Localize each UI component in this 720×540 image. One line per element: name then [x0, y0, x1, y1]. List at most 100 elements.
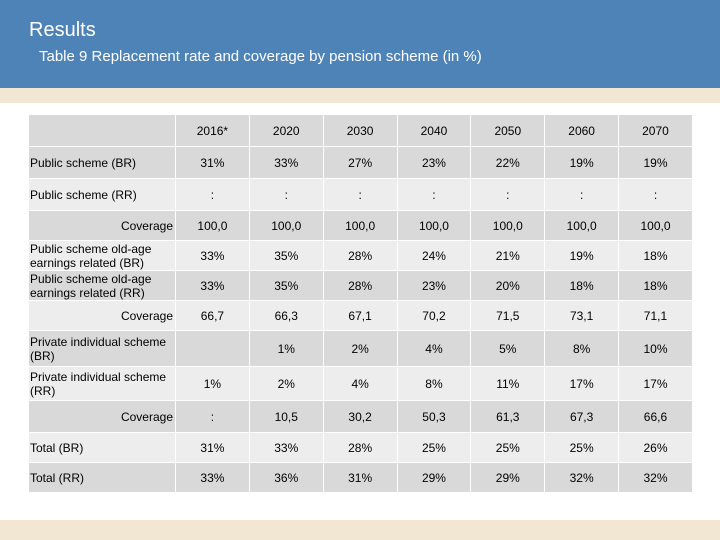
table-cell: 17% — [618, 366, 693, 401]
table-cell: 23% — [396, 146, 472, 179]
col-header-2060: 2060 — [544, 114, 620, 147]
table-cell: 50,3 — [396, 400, 472, 433]
row-label: Private individual scheme (BR) — [28, 330, 176, 367]
table-cell: 11% — [470, 366, 546, 401]
bottom-divider-band — [0, 520, 720, 540]
table-cell: 22% — [470, 146, 546, 179]
row-label: Coverage — [28, 210, 176, 241]
table-row: Total (RR) 33% 36% 31% 29% 29% 32% 32% — [28, 462, 693, 493]
table-cell: 18% — [618, 240, 693, 271]
table-cell: 24% — [396, 240, 472, 271]
table-cell: 25% — [470, 432, 546, 463]
table-row: Coverage 66,7 66,3 67,1 70,2 71,5 73,1 7… — [28, 300, 693, 331]
table-cell: 18% — [618, 270, 693, 301]
table-cell: 25% — [396, 432, 472, 463]
row-label: Private individual scheme (RR) — [28, 366, 176, 401]
table-cell: 100,0 — [470, 210, 546, 241]
table-cell: 33% — [248, 146, 324, 179]
table-cell: : — [322, 178, 398, 211]
table-cell: 30,2 — [322, 400, 398, 433]
table-cell: 23% — [396, 270, 472, 301]
table-cell: 17% — [544, 366, 620, 401]
col-header-2040: 2040 — [396, 114, 472, 147]
table-cell: 27% — [322, 146, 398, 179]
table-cell: 1% — [248, 330, 324, 367]
table-cell: 33% — [175, 462, 250, 493]
corner-cell — [28, 114, 176, 147]
table-cell — [175, 330, 250, 367]
row-label: Public scheme (RR) — [28, 178, 176, 211]
table-cell: 19% — [544, 146, 620, 179]
table-cell: 33% — [175, 240, 250, 271]
table-cell: 73,1 — [544, 300, 620, 331]
table-cell: 28% — [322, 270, 398, 301]
table-cell: 67,1 — [322, 300, 398, 331]
col-header-2016: 2016* — [175, 114, 250, 147]
table-row: Private individual scheme (BR) 1% 2% 4% … — [28, 330, 693, 367]
table-cell: 4% — [396, 330, 472, 367]
table-cell: 29% — [470, 462, 546, 493]
row-label: Public scheme old-age earnings related (… — [28, 240, 176, 271]
table-cell: 2% — [322, 330, 398, 367]
table-cell: 10% — [618, 330, 693, 367]
table-cell: 100,0 — [248, 210, 324, 241]
header-row: 2016* 2020 2030 2040 2050 2060 2070 — [28, 114, 693, 147]
table-cell: 66,6 — [618, 400, 693, 433]
table-row: Public scheme (RR) : : : : : : : — [28, 178, 693, 211]
row-label: Coverage — [28, 300, 176, 331]
table-cell: : — [396, 178, 472, 211]
table-cell: 8% — [396, 366, 472, 401]
table-cell: 21% — [470, 240, 546, 271]
slide-header: Results Table 9 Replacement rate and cov… — [0, 0, 720, 88]
col-header-2050: 2050 — [470, 114, 546, 147]
results-table: 2016* 2020 2030 2040 2050 2060 2070 Publ… — [28, 114, 693, 493]
table-cell: 61,3 — [470, 400, 546, 433]
col-header-2070: 2070 — [618, 114, 693, 147]
table-cell: 2% — [248, 366, 324, 401]
table-cell: 100,0 — [544, 210, 620, 241]
table-cell: 20% — [470, 270, 546, 301]
top-divider-band — [0, 88, 720, 103]
table-cell: 67,3 — [544, 400, 620, 433]
row-label: Public scheme (BR) — [28, 146, 176, 179]
table-cell: 8% — [544, 330, 620, 367]
table-cell: : — [175, 178, 250, 211]
col-header-2030: 2030 — [322, 114, 398, 147]
table-row: Private individual scheme (RR) 1% 2% 4% … — [28, 366, 693, 401]
table-cell: 4% — [322, 366, 398, 401]
slide-title: Results — [29, 19, 96, 41]
table-row: Public scheme old-age earnings related (… — [28, 240, 693, 271]
table-cell: 100,0 — [618, 210, 693, 241]
table-cell: 10,5 — [248, 400, 324, 433]
table-cell: 100,0 — [396, 210, 472, 241]
table-cell: 28% — [322, 432, 398, 463]
table-cell: : — [470, 178, 546, 211]
table-caption: Table 9 Replacement rate and coverage by… — [39, 48, 482, 65]
table-cell: 100,0 — [175, 210, 250, 241]
table-cell: 33% — [248, 432, 324, 463]
table-cell: : — [175, 400, 250, 433]
table-cell: 25% — [544, 432, 620, 463]
table-cell: 32% — [618, 462, 693, 493]
table-cell: 36% — [248, 462, 324, 493]
table-row: Coverage : 10,5 30,2 50,3 61,3 67,3 66,6 — [28, 400, 693, 433]
table-cell: : — [248, 178, 324, 211]
row-label: Public scheme old-age earnings related (… — [28, 270, 176, 301]
table-cell: 31% — [322, 462, 398, 493]
col-header-2020: 2020 — [248, 114, 324, 147]
table-cell: 28% — [322, 240, 398, 271]
table-row: Public scheme (BR) 31% 33% 27% 23% 22% 1… — [28, 146, 693, 179]
table-cell: 1% — [175, 366, 250, 401]
table-cell: 70,2 — [396, 300, 472, 331]
table-cell: 31% — [175, 432, 250, 463]
table-cell: 71,5 — [470, 300, 546, 331]
table-cell: 18% — [544, 270, 620, 301]
table-cell: 5% — [470, 330, 546, 367]
table-cell: 35% — [248, 270, 324, 301]
table-cell: 33% — [175, 270, 250, 301]
table-cell: 29% — [396, 462, 472, 493]
table-cell: : — [618, 178, 693, 211]
table-row: Coverage 100,0 100,0 100,0 100,0 100,0 1… — [28, 210, 693, 241]
table-row: Total (BR) 31% 33% 28% 25% 25% 25% 26% — [28, 432, 693, 463]
table-row: Public scheme old-age earnings related (… — [28, 270, 693, 301]
